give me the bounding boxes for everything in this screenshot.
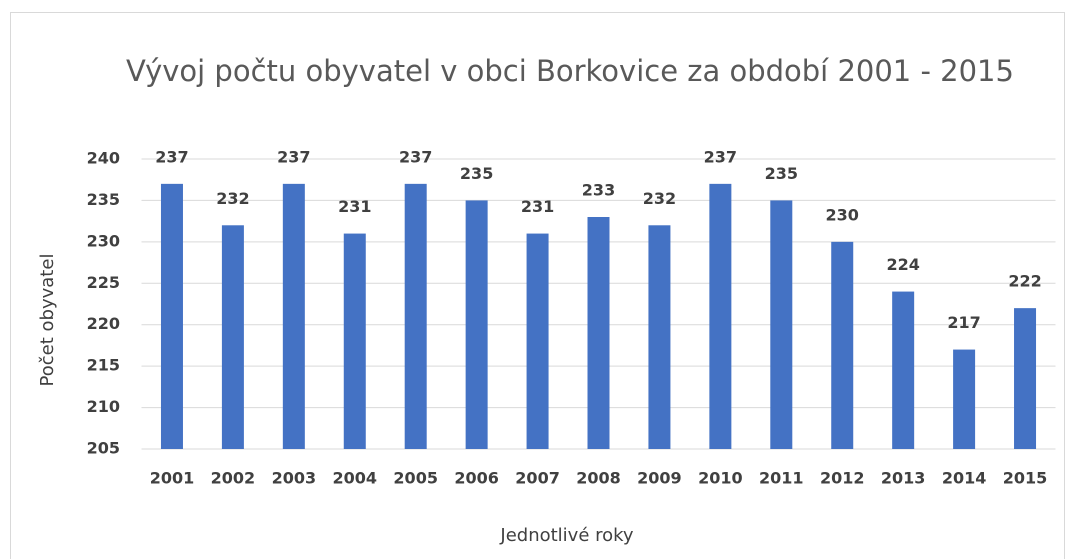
y-tick-label: 205 [87,439,120,458]
data-label: 224 [886,255,919,274]
x-tick-label: 2006 [454,469,499,488]
x-tick-label: 2010 [698,469,743,488]
x-tick-label: 2004 [333,469,378,488]
y-tick-label: 215 [87,356,120,375]
data-label: 232 [643,189,676,208]
x-axis-label: Jednotlivé roky [499,525,634,546]
y-tick-label: 225 [87,273,120,292]
x-tick-label: 2013 [881,469,926,488]
bar [526,233,549,449]
data-label: 237 [704,147,737,166]
y-axis-label: Počet obyvatel [37,254,58,387]
data-label: 217 [947,313,980,332]
x-tick-label: 2009 [637,469,682,488]
chart-title: Vývoj počtu obyvatel v obci Borkovice za… [126,54,1014,88]
y-tick-label: 235 [87,190,120,209]
data-label: 237 [155,147,188,166]
x-tick-label: 2003 [272,469,317,488]
bar [892,291,915,449]
x-tick-label: 2005 [393,469,438,488]
x-tick-label: 2008 [576,469,621,488]
x-tick-label: 2011 [759,469,804,488]
bar [343,233,366,449]
data-label: 235 [765,164,798,183]
x-tick-label: 2007 [515,469,560,488]
bar [404,183,427,449]
y-tick-label: 230 [87,231,120,250]
bar [1014,308,1037,449]
bar [221,225,244,449]
data-label: 230 [826,205,859,224]
data-label: 233 [582,181,615,200]
bar [831,241,854,449]
y-tick-label: 220 [87,314,120,333]
y-tick-label: 210 [87,397,120,416]
bar [709,183,732,449]
data-label: 222 [1008,272,1041,291]
x-tick-label: 2001 [150,469,195,488]
x-tick-label: 2012 [820,469,865,488]
bar [160,183,183,449]
data-label: 231 [338,197,371,216]
chart-border [10,12,1065,559]
bar [587,217,610,449]
data-label: 237 [399,147,432,166]
data-label: 237 [277,147,310,166]
bar [770,200,793,449]
bar [953,349,976,449]
x-tick-label: 2015 [1003,469,1048,488]
y-tick-label: 240 [87,149,120,168]
bar [648,225,671,449]
data-label: 231 [521,197,554,216]
x-tick-label: 2014 [942,469,987,488]
bar [465,200,488,449]
data-label: 232 [216,189,249,208]
x-tick-label: 2002 [211,469,256,488]
data-label: 235 [460,164,493,183]
bar [282,183,305,449]
